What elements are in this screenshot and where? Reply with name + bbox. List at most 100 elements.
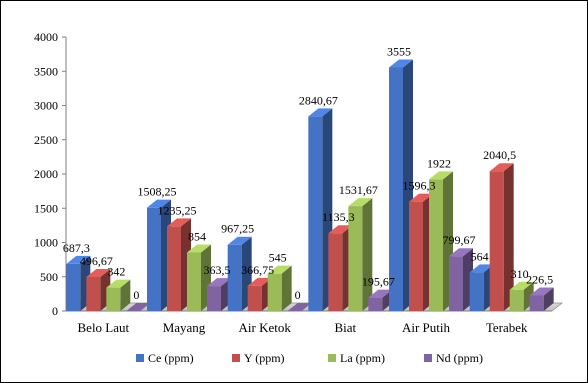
data-label: 564 <box>471 249 489 263</box>
y-tick-label: 500 <box>40 270 58 284</box>
data-label: 687,3 <box>63 241 90 255</box>
bar-front <box>429 179 443 311</box>
data-label: 3555 <box>387 44 411 58</box>
bar-top <box>66 255 91 264</box>
x-tick-label: Belo Laut <box>78 320 130 335</box>
bar-front <box>308 116 323 311</box>
bar-front <box>187 252 201 311</box>
bar-front <box>389 67 403 311</box>
data-label: 310 <box>511 267 529 281</box>
data-label: 1531,67 <box>339 183 378 197</box>
data-label: 363,5 <box>204 263 231 277</box>
y-tick-label: 2500 <box>34 133 58 147</box>
data-label: 496,67 <box>80 254 113 268</box>
x-tick-label: Biat <box>334 320 356 335</box>
x-tick-label: Mayang <box>163 320 206 335</box>
data-label: 545 <box>269 251 287 265</box>
y-tick-label: 3000 <box>34 99 58 113</box>
bar-front <box>207 286 221 311</box>
bar-front <box>66 263 81 311</box>
data-label: 967,25 <box>221 222 254 236</box>
bar-front <box>328 233 343 311</box>
bar-top <box>287 303 312 311</box>
bar <box>529 287 554 311</box>
bar-front <box>86 276 101 311</box>
bar-top <box>368 289 393 298</box>
bar-front <box>469 272 484 311</box>
bar-front <box>509 289 524 311</box>
bar <box>449 248 473 311</box>
legend-label: La (ppm) <box>340 351 385 365</box>
data-label: 2040,5 <box>483 148 516 162</box>
data-label: 1922 <box>427 156 451 170</box>
bar-top <box>489 163 514 172</box>
bar-front <box>247 285 262 311</box>
bar <box>489 163 514 311</box>
data-label: 226,5 <box>526 272 553 286</box>
bar-front <box>106 287 121 311</box>
bar-top <box>106 279 131 288</box>
bar-top <box>449 248 473 257</box>
legend-item: Ce (ppm) <box>136 351 194 365</box>
bar-top <box>529 287 554 296</box>
legend-swatch <box>136 354 144 362</box>
bar <box>167 218 191 311</box>
legend-label: Ce (ppm) <box>148 351 194 365</box>
data-label: 0 <box>295 288 301 302</box>
bar-top <box>328 225 353 234</box>
bar <box>308 108 333 311</box>
bar-front <box>529 295 544 311</box>
legend-label: Nd (ppm) <box>436 351 483 365</box>
data-label: 2840,67 <box>299 93 338 107</box>
y-tick-label: 1500 <box>34 201 58 215</box>
data-label: 1596,3 <box>403 179 436 193</box>
data-label: 854 <box>188 230 206 244</box>
bar-side <box>362 198 373 311</box>
bar-top <box>469 264 494 273</box>
y-tick-label: 2000 <box>34 167 58 181</box>
bar-top <box>207 278 231 287</box>
bar <box>348 198 373 311</box>
y-tick-label: 1000 <box>34 236 58 250</box>
bar <box>287 303 312 311</box>
bar-front <box>409 201 423 311</box>
bar-top <box>308 108 333 117</box>
bar-side <box>543 287 554 311</box>
bar-front <box>227 244 242 311</box>
bar-front <box>167 226 181 311</box>
bar-top <box>429 171 453 180</box>
data-label: 1235,25 <box>158 203 197 217</box>
y-tick-label: 0 <box>52 304 58 318</box>
bar-top <box>227 236 252 245</box>
bar-front <box>489 171 504 311</box>
legend-item: La (ppm) <box>328 351 385 365</box>
y-tick-label: 4000 <box>34 30 58 44</box>
bar-top <box>348 198 373 207</box>
bar <box>267 265 292 311</box>
y-tick-label: 3500 <box>34 64 58 78</box>
bar-top <box>389 59 413 68</box>
bar-top <box>187 244 211 253</box>
bar-top <box>86 268 111 277</box>
data-label: 1135,3 <box>322 210 355 224</box>
data-label: 799,67 <box>443 233 476 247</box>
bar-front <box>449 256 463 311</box>
legend-label: Y (ppm) <box>244 351 285 365</box>
bar-front <box>267 273 282 311</box>
x-tick-label: Terabek <box>486 320 528 335</box>
bar-top <box>126 303 151 311</box>
bar-front <box>147 207 161 311</box>
x-tick-label: Air Putih <box>402 320 451 335</box>
bar-side <box>120 279 131 311</box>
bar-top <box>267 265 292 274</box>
bar-top <box>167 218 191 227</box>
data-label: 342 <box>107 265 125 279</box>
data-label: 195,67 <box>362 275 395 289</box>
bar-side <box>503 163 514 311</box>
data-label: 0 <box>133 288 139 302</box>
bar-front <box>348 206 363 311</box>
x-tick-label: Air Ketok <box>238 320 291 335</box>
bar-top <box>147 199 171 208</box>
